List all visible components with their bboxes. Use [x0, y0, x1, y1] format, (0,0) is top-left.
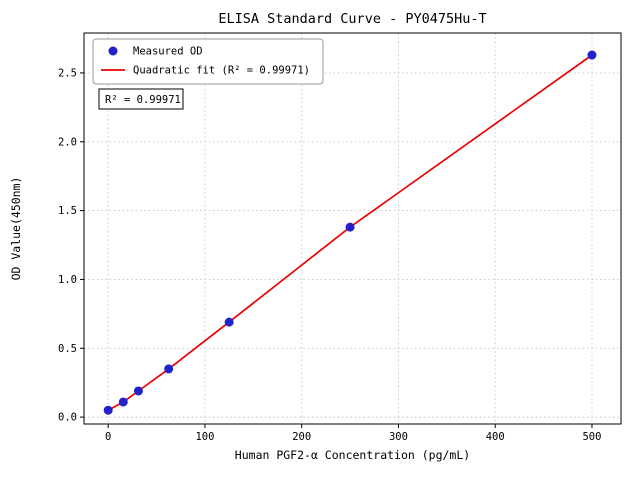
plot-border: [83, 32, 622, 425]
y-tick-label: 0.5: [58, 343, 77, 355]
y-tick-label: 1.5: [58, 205, 77, 217]
y-tick-label: 2.5: [58, 67, 77, 79]
measured-od-point: [103, 405, 113, 415]
x-tick-label: 200: [292, 431, 311, 443]
x-tick-label: 400: [486, 431, 505, 443]
measured-od-point: [587, 50, 597, 60]
chart-title: ELISA Standard Curve - PY0475Hu-T: [218, 11, 486, 27]
r-squared-annotation-box: [98, 88, 184, 110]
x-tick-label: 0: [105, 431, 111, 443]
measured-od-point: [118, 397, 128, 407]
x-tick-label: 300: [389, 431, 408, 443]
legend-box: [92, 38, 324, 85]
measured-od-point: [164, 364, 174, 374]
x-tick-label: 100: [195, 431, 214, 443]
r-squared-annotation-text: R² = 0.99971: [105, 94, 181, 106]
legend-measured-od-marker: [108, 46, 118, 56]
x-axis-label: Human PGF2-α Concentration (pg/mL): [235, 448, 470, 462]
measured-od-point: [345, 222, 355, 232]
y-tick-label: 2.0: [58, 136, 77, 148]
measured-od-point: [224, 317, 234, 327]
measured-od-point: [133, 386, 143, 396]
y-tick-label: 1.0: [58, 274, 77, 286]
y-axis-label: OD Value(450nm): [9, 177, 23, 281]
y-tick-label: 0.0: [58, 412, 77, 424]
x-tick-label: 500: [582, 431, 601, 443]
legend-measured-od-label: Measured OD: [133, 46, 203, 58]
legend-fit-label: Quadratic fit (R² = 0.99971): [133, 65, 310, 77]
